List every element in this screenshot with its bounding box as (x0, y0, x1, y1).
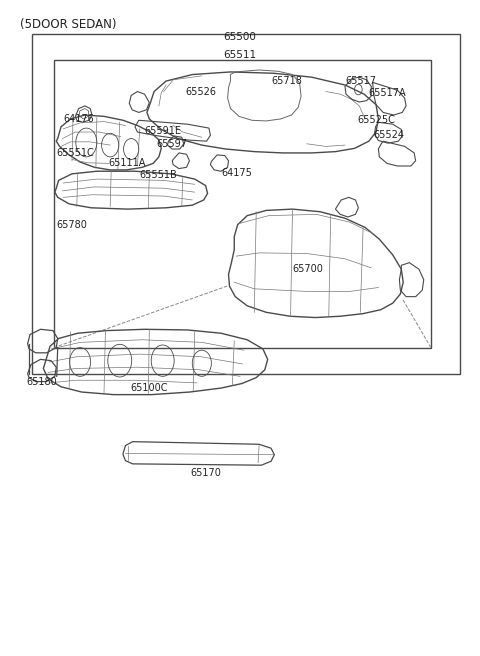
Text: 65718: 65718 (271, 76, 302, 86)
Text: (5DOOR SEDAN): (5DOOR SEDAN) (21, 18, 117, 31)
Text: 65111A: 65111A (109, 158, 146, 169)
Text: 65591E: 65591E (144, 126, 181, 136)
Text: 65180: 65180 (26, 377, 57, 386)
Text: 65551B: 65551B (140, 170, 178, 180)
Text: 65551C: 65551C (56, 148, 94, 158)
Text: 65100C: 65100C (130, 383, 168, 393)
Text: 65526: 65526 (185, 87, 216, 96)
Text: 65524: 65524 (373, 131, 405, 140)
Text: 65597: 65597 (156, 139, 188, 149)
Text: 65525C: 65525C (357, 115, 395, 125)
Text: 64176: 64176 (63, 114, 94, 124)
Text: 65780: 65780 (56, 220, 87, 230)
Text: 64175: 64175 (221, 167, 252, 178)
Text: 65517A: 65517A (369, 88, 407, 98)
Text: 65700: 65700 (292, 264, 324, 274)
Text: 65517: 65517 (345, 76, 376, 86)
Text: 65170: 65170 (190, 468, 221, 478)
Text: 65500: 65500 (224, 32, 256, 43)
Text: 65511: 65511 (223, 50, 257, 60)
